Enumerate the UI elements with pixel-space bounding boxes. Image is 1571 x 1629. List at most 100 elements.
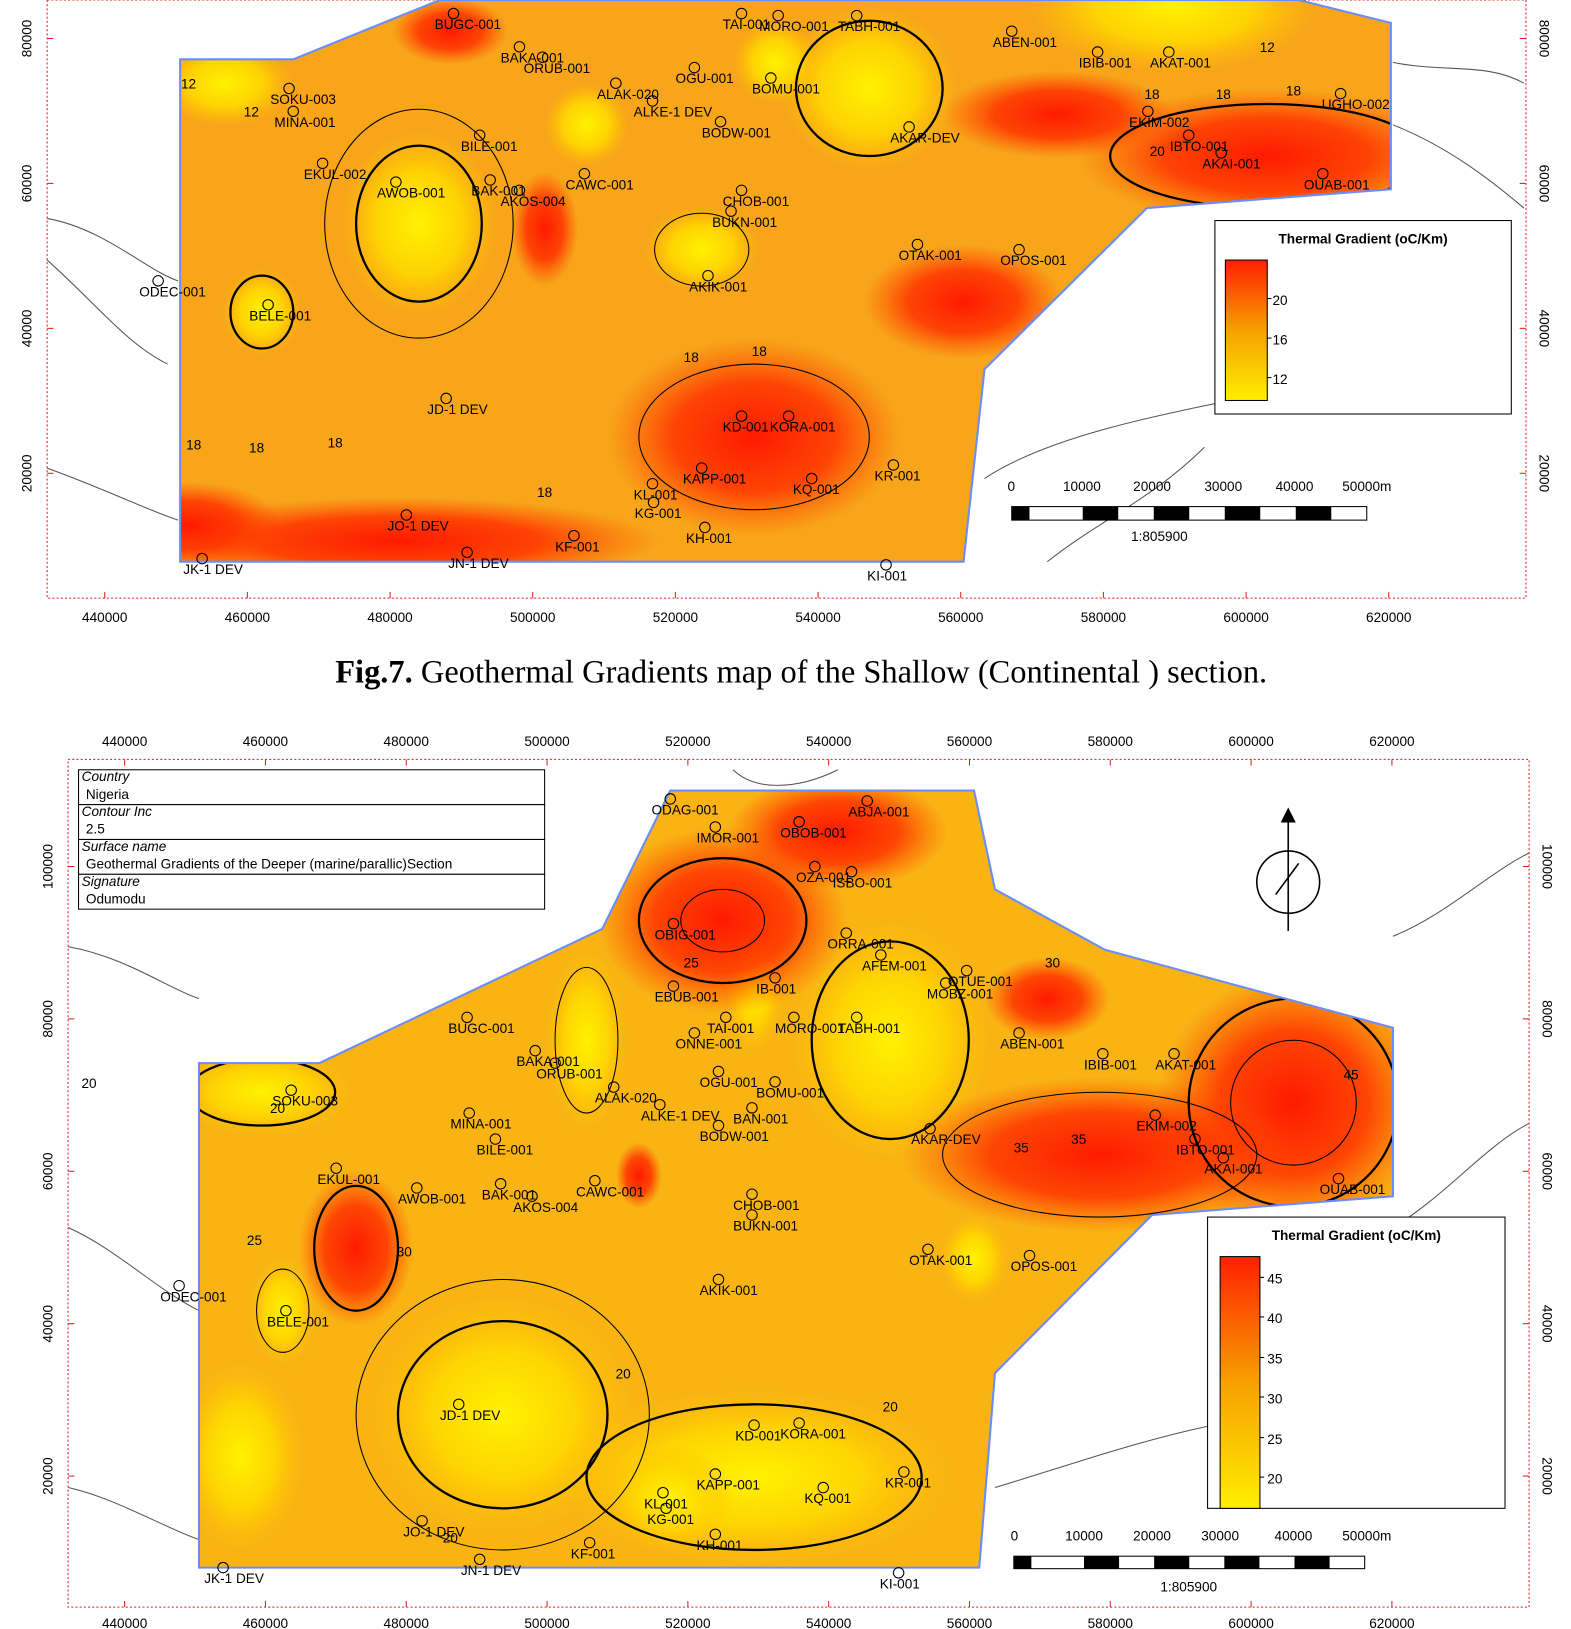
well-label: KR-001: [885, 1476, 931, 1491]
contour-label: 18: [684, 350, 699, 365]
well-label: AKIK-001: [689, 279, 747, 294]
well-label: TABH-001: [838, 19, 900, 34]
well-label: ABJA-001: [848, 805, 909, 820]
well-marker: [461, 546, 473, 559]
contour-line: [396, 1319, 609, 1510]
well-label: BAN-001: [733, 1111, 788, 1126]
low-gradient-zone: [546, 951, 627, 1129]
contour-line: [229, 274, 295, 350]
info-box-value: Nigeria: [86, 787, 130, 802]
well-marker: [772, 9, 784, 22]
high-gradient-zone: [298, 1170, 414, 1327]
well-marker: [262, 299, 274, 311]
well-marker: [817, 1481, 829, 1494]
y-tick-label: 100000: [40, 844, 55, 889]
well-label: KAPP-001: [683, 472, 746, 487]
well-label: KL-001: [634, 487, 678, 502]
x-tick-label: 480000: [384, 1616, 429, 1629]
scale-label: 50000m: [1342, 1529, 1391, 1544]
low-gradient-zone: [1026, 0, 1320, 73]
well-marker: [416, 1515, 428, 1527]
well-marker: [1182, 129, 1195, 141]
well-label: BAK-001: [482, 1187, 536, 1202]
y-tick-label: 100000: [1540, 844, 1555, 889]
contour-label: 20: [270, 1101, 285, 1116]
survey-boundary: [197, 789, 1395, 1569]
scale-label: 30000: [1204, 479, 1242, 494]
scale-label: 10000: [1065, 1529, 1103, 1544]
high-gradient-zone: [180, 481, 283, 562]
scale-label: 0: [1008, 479, 1016, 494]
well-marker: [513, 184, 526, 197]
well-marker: [452, 1398, 465, 1411]
contour-line: [810, 940, 970, 1141]
well-marker: [875, 949, 887, 961]
info-box-label: Signature: [82, 874, 141, 889]
contour-label: 20: [443, 1531, 458, 1546]
contour-label: 25: [247, 1233, 262, 1248]
x-tick-label: 620000: [1369, 1616, 1414, 1629]
well-label: JD-1 DEV: [427, 402, 487, 417]
well-label: BELE-001: [249, 308, 311, 323]
well-marker: [1091, 46, 1104, 58]
well-label: SOKU-003: [270, 92, 336, 107]
well-marker: [489, 1133, 502, 1145]
y-tick-label: 20000: [19, 455, 34, 493]
legend-tick-label: 25: [1267, 1432, 1282, 1447]
low-gradient-zone: [544, 83, 629, 167]
y-tick-label: 40000: [40, 1305, 55, 1343]
high-gradient-zone: [1078, 88, 1391, 224]
well-label: AKAT-001: [1150, 56, 1211, 71]
well-marker: [283, 82, 295, 95]
well-marker: [714, 115, 727, 128]
legend-tick-label: 40: [1267, 1311, 1282, 1326]
contour-label: 20: [616, 1366, 631, 1381]
well-label: ALAK-020: [597, 87, 659, 102]
well-marker: [667, 918, 680, 930]
well-marker: [699, 521, 711, 534]
well-marker: [667, 980, 680, 992]
well-label: KF-001: [571, 1546, 616, 1561]
well-marker: [1168, 1048, 1180, 1060]
scale-bar-segment: [1295, 506, 1332, 521]
well-label: EBUB-001: [655, 990, 719, 1005]
well-marker: [805, 472, 818, 485]
x-tick-label: 460000: [243, 734, 288, 749]
well-label: EKIM-002: [1136, 1119, 1196, 1134]
info-box-label: Country: [82, 769, 131, 784]
y-tick-label: 60000: [19, 165, 34, 203]
x-tick-label: 520000: [665, 734, 710, 749]
y-tick-label: 60000: [40, 1153, 55, 1191]
low-gradient-zone: [222, 268, 302, 356]
scale-label: 40000: [1276, 479, 1314, 494]
x-tick-label: 500000: [524, 1616, 569, 1629]
well-marker: [217, 1561, 229, 1574]
low-gradient-zone: [340, 130, 498, 318]
well-label: AFEM-001: [862, 959, 927, 974]
well-label: AKAI-001: [1204, 1161, 1262, 1176]
contour-label: 18: [1145, 87, 1160, 102]
well-label: BILE-001: [461, 139, 518, 154]
well-label: BODW-001: [700, 1129, 769, 1144]
well-label: BUKN-001: [733, 1219, 798, 1234]
well-marker: [720, 1011, 732, 1024]
contour-line: [256, 1268, 310, 1353]
well-label: OZA-001: [796, 870, 851, 885]
x-tick-label: 460000: [243, 1616, 288, 1629]
well-marker: [513, 41, 526, 53]
well-marker: [196, 552, 208, 565]
y-tick-label: 40000: [1540, 1305, 1555, 1343]
well-marker: [769, 972, 781, 984]
well-label: IBTO-001: [1170, 139, 1229, 154]
well-label: CAWC-001: [566, 177, 634, 192]
well-marker: [440, 392, 452, 405]
well-label: AKAR-DEV: [911, 1132, 981, 1147]
well-marker: [903, 121, 915, 133]
well-label: BAKA-001: [516, 1054, 579, 1069]
well-label: TAI-001: [707, 1021, 754, 1036]
well-marker: [709, 821, 722, 833]
well-label: CAWC-001: [576, 1184, 644, 1199]
well-marker: [664, 793, 677, 805]
caption: Fig.7. Geothermal Gradients map of the S…: [335, 653, 1267, 689]
well-label: ODEC-001: [160, 1289, 226, 1304]
